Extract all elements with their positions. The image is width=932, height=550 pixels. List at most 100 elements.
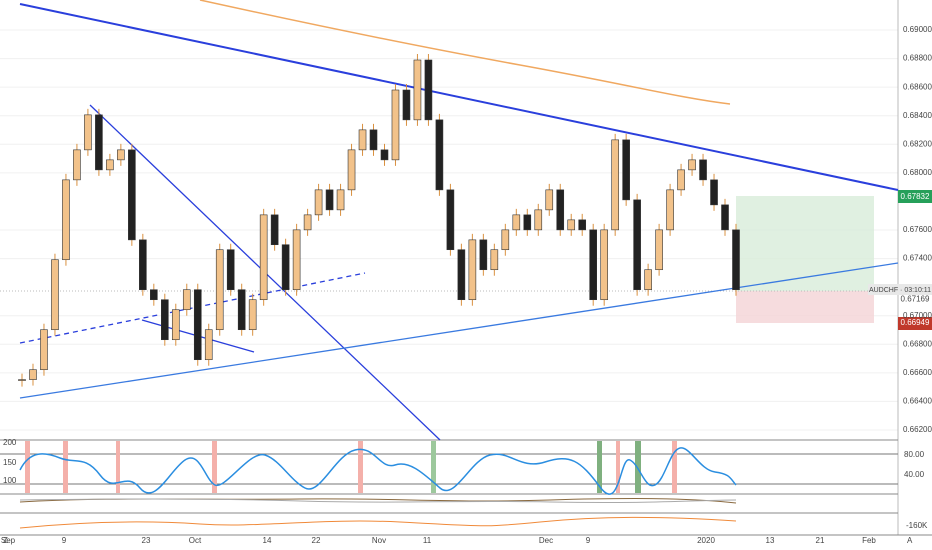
osc-right-tick: 40.00 (904, 470, 925, 479)
candle (644, 269, 652, 291)
candle (128, 149, 136, 241)
candle (721, 204, 729, 231)
candle (666, 189, 674, 231)
stop-price: 0.66949 (901, 318, 930, 327)
candle (215, 249, 224, 331)
y-tick-label: 0.67600 (903, 225, 932, 234)
candle (51, 259, 59, 331)
candle (347, 149, 356, 191)
candle (314, 189, 323, 216)
last-price: 0.67169 (901, 295, 930, 304)
y-tick-label: 0.66800 (903, 339, 932, 348)
candle (193, 289, 202, 361)
candle (435, 119, 444, 191)
osc-highlight (635, 441, 641, 493)
candle (237, 289, 246, 331)
osc-left-tick: 200 (3, 438, 17, 447)
volume-oscillator (19, 516, 737, 529)
candle (139, 239, 147, 291)
candle (578, 219, 587, 231)
osc-highlight (616, 441, 620, 493)
candle (457, 249, 466, 301)
candle (95, 114, 103, 171)
trend-line (19, 3, 899, 191)
candle (161, 299, 169, 341)
candle (677, 169, 685, 191)
candle (534, 209, 543, 231)
candle (545, 189, 554, 211)
candle (325, 189, 334, 211)
y-tick-label: 0.69000 (903, 25, 932, 34)
candle (655, 229, 663, 271)
candle (18, 379, 26, 381)
candle (270, 214, 279, 246)
y-tick-label: 0.67400 (903, 254, 932, 263)
candle (73, 149, 81, 181)
candle (281, 244, 290, 291)
date-label: 22 (312, 536, 321, 545)
moving-average (199, 0, 731, 105)
osc-highlight (212, 441, 217, 493)
oscillator-line (19, 447, 737, 495)
y-tick-label: 0.68400 (903, 111, 932, 120)
osc-highlight (116, 441, 120, 493)
target-zone (736, 196, 874, 291)
candle (556, 189, 565, 231)
candle (106, 159, 114, 171)
symbol-badge (868, 284, 932, 295)
indicator-line (19, 498, 737, 504)
y-tick-label: 0.67000 (903, 311, 932, 320)
candle (490, 249, 499, 271)
volume-tick: -160K (906, 521, 928, 530)
y-tick-label: 0.66200 (903, 425, 932, 434)
osc-left-tick: 100 (3, 476, 17, 485)
target-badge (898, 190, 932, 203)
candle (171, 309, 180, 341)
corner-label: Z (3, 536, 8, 545)
candle (380, 149, 389, 161)
trend-line (19, 262, 899, 399)
candle (182, 289, 191, 311)
candle (369, 129, 378, 151)
candle (732, 229, 740, 291)
candle (150, 289, 158, 301)
date-label: 23 (142, 536, 151, 545)
candle (117, 149, 125, 161)
candle (29, 369, 37, 380)
candle (402, 89, 411, 121)
candle (226, 249, 235, 291)
osc-highlight (672, 441, 677, 493)
candle (424, 59, 433, 121)
y-tick-label: 0.66400 (903, 397, 932, 406)
candle (589, 229, 598, 301)
corner-label: A (907, 536, 913, 545)
date-label: Sep (1, 536, 16, 545)
stop-badge (898, 317, 932, 330)
osc-highlight (597, 441, 602, 493)
date-label: 9 (62, 536, 67, 545)
date-label: Dec (539, 536, 553, 545)
candle (204, 329, 213, 361)
date-label: 21 (816, 536, 825, 545)
y-tick-label: 0.68800 (903, 54, 932, 63)
candle (446, 189, 455, 251)
candle (710, 179, 718, 206)
osc-highlight (358, 441, 363, 493)
oscillator-pane (0, 441, 898, 495)
y-tick-label: 0.68200 (903, 139, 932, 148)
osc-highlight (431, 441, 436, 493)
date-label: 14 (263, 536, 272, 545)
osc-highlight (63, 441, 68, 493)
candle (358, 129, 367, 151)
date-label: Nov (372, 536, 386, 545)
candle (633, 199, 641, 291)
candle (600, 229, 608, 301)
candle (523, 214, 532, 231)
candle (512, 214, 521, 231)
symbol-label: AUDCHF · 03:10:11 (869, 287, 931, 294)
date-label: 11 (423, 536, 432, 545)
y-tick-label: 0.68000 (903, 168, 932, 177)
candle (292, 229, 301, 291)
candle (413, 59, 422, 121)
